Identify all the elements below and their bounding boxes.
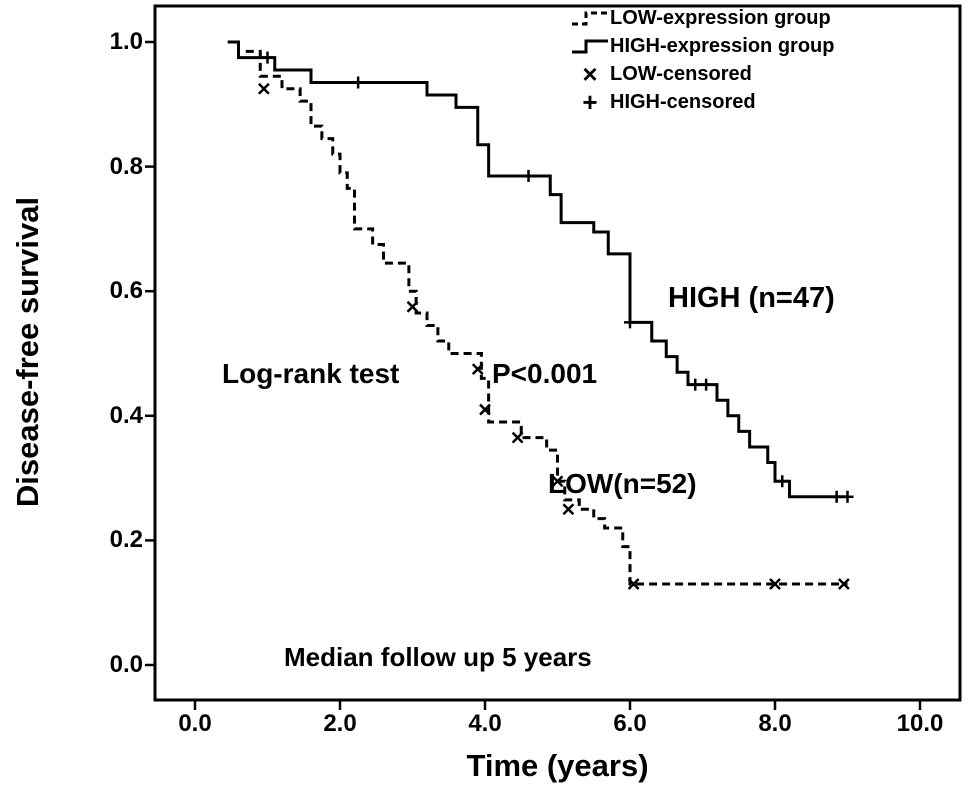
legend-label: HIGH-censored <box>610 90 756 113</box>
legend-label: HIGH-expression group <box>610 34 835 57</box>
annotation-median-followup: Median follow up 5 years <box>284 642 592 672</box>
y-tick-label: 0.6 <box>109 277 143 304</box>
legend-item-high-group: HIGH-expression group <box>570 33 834 59</box>
y-tick-label: 0.0 <box>109 651 143 678</box>
low-censored-mark <box>479 403 491 416</box>
y-axis-title: Disease-free survival <box>10 196 45 508</box>
x-axis-title: Time (years) <box>466 748 649 783</box>
y-tick-label: 0.8 <box>109 153 143 180</box>
legend: LOW-expression group HIGH-expression gro… <box>570 5 834 115</box>
y-tick-label: 0.2 <box>109 526 143 553</box>
low-censored-mark <box>769 578 781 590</box>
legend-label: LOW-expression group <box>610 6 831 29</box>
x-tick-label: 6.0 <box>613 710 647 737</box>
x-tick-label: 8.0 <box>758 710 792 737</box>
plot-frame <box>153 4 962 702</box>
low-censored-mark <box>627 578 640 590</box>
y-tick-label: 1.0 <box>109 28 143 55</box>
legend-item-high-censored: + HIGH-censored <box>570 89 834 115</box>
x-tick-label: 0.0 <box>178 710 212 737</box>
low-censored-mark <box>562 503 575 516</box>
solid-step-line-icon <box>570 36 610 56</box>
dashed-step-line-icon <box>570 8 610 28</box>
annotation-p-value: P<0.001 <box>492 358 598 389</box>
x-marker-icon: × <box>582 59 598 89</box>
high-expression-curve <box>227 40 848 499</box>
low-censored-mark <box>471 363 484 375</box>
low-censored-mark <box>406 300 419 313</box>
annotation-high-n: HIGH (n=47) <box>668 282 835 314</box>
legend-item-low-group: LOW-expression group <box>570 5 834 31</box>
annotation-low-n: LOW(n=52) <box>548 468 697 499</box>
low-censored-mark <box>511 431 524 444</box>
legend-item-low-censored: × LOW-censored <box>570 61 834 87</box>
annotation-logrank-test: Log-rank test <box>222 358 400 389</box>
low-expression-curve <box>245 49 848 586</box>
low-censored-mark <box>551 475 564 488</box>
x-tick-label: 4.0 <box>468 710 502 737</box>
y-tick-label: 0.4 <box>109 402 143 429</box>
low-censored-mark <box>837 578 850 590</box>
low-censored-mark <box>257 82 270 95</box>
legend-label: LOW-censored <box>610 62 752 85</box>
x-tick-label: 2.0 <box>323 710 357 737</box>
plus-marker-icon: + <box>582 87 598 117</box>
x-tick-label: 10.0 <box>896 710 944 737</box>
